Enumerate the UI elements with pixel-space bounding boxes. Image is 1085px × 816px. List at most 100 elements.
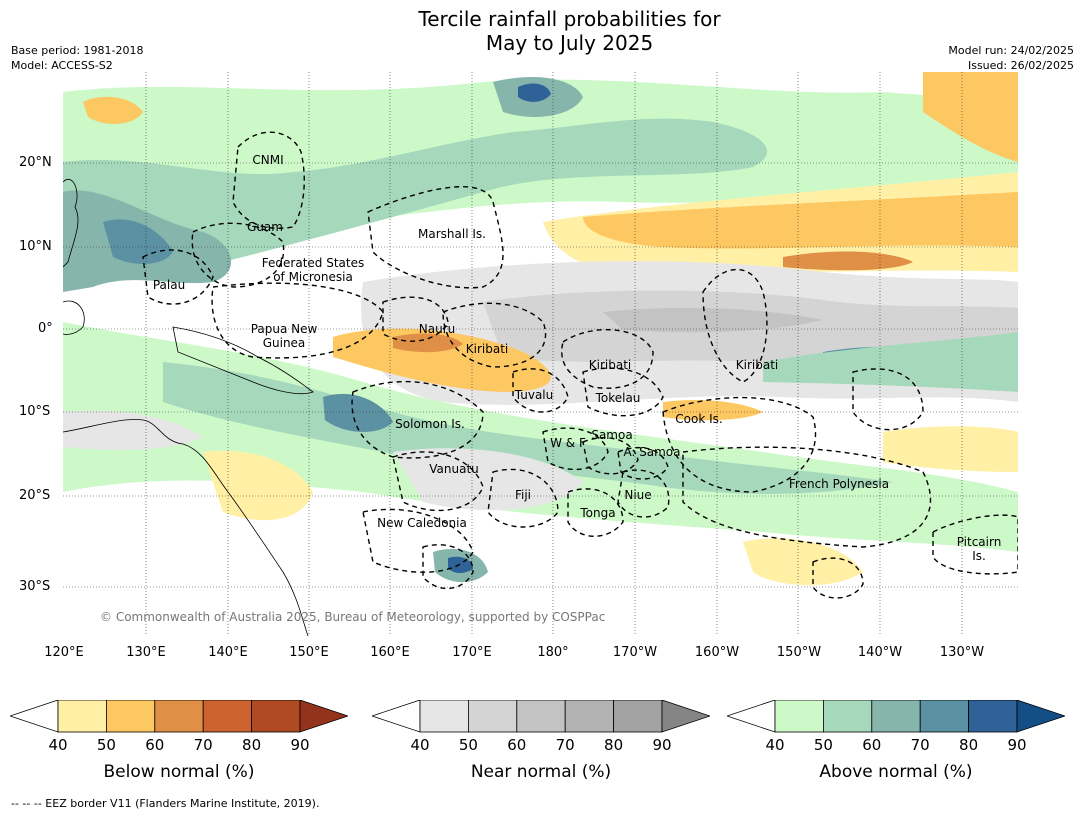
region-label-kiribati-central: Kiribati bbox=[588, 358, 632, 372]
legend-swatch bbox=[968, 699, 1018, 733]
meta-left: Base period: 1981-2018 Model: ACCESS-S2 bbox=[11, 43, 143, 73]
legend-swatch bbox=[919, 699, 969, 733]
below-normal-australia bbox=[203, 450, 313, 521]
above-normal-east-band bbox=[763, 332, 1018, 392]
lon-tick-140e: 140°E bbox=[208, 645, 248, 660]
legend-swatch bbox=[57, 699, 107, 733]
region-label-cook: Cook Is. bbox=[675, 412, 723, 426]
legend-below-normal-label: Below normal (%) bbox=[103, 762, 255, 782]
legend-tick-label: 50 bbox=[96, 736, 116, 754]
legend-tick-label: 60 bbox=[862, 736, 882, 754]
legend-swatch bbox=[613, 699, 663, 733]
region-label-kiribati-west: Kiribati bbox=[465, 342, 509, 356]
issued-date: Issued: 26/02/2025 bbox=[967, 59, 1074, 72]
region-label-wf: W & F bbox=[550, 436, 586, 450]
lon-tick-160w: 160°W bbox=[694, 645, 740, 660]
lon-tick-130e: 130°E bbox=[126, 645, 166, 660]
legend-tick-label: 60 bbox=[145, 736, 165, 754]
above-normal-south-blob-dark bbox=[448, 556, 473, 574]
region-label-new-caledonia: New Caledonia bbox=[377, 516, 467, 530]
lon-tick-170w: 170°W bbox=[612, 645, 658, 660]
lat-tick-20s: 20°S bbox=[19, 488, 51, 503]
region-label-palau: Palau bbox=[152, 278, 186, 292]
legend-above-normal-label: Above normal (%) bbox=[819, 762, 973, 782]
eez-borders bbox=[142, 131, 1018, 599]
lon-tick-150w: 150°W bbox=[776, 645, 822, 660]
legend-swatch bbox=[823, 699, 873, 733]
region-label-niue: Niue bbox=[624, 488, 652, 502]
below-normal-top-right bbox=[923, 72, 1018, 162]
legend-near-normal: 40 50 60 70 80 90 Near normal (%) bbox=[370, 699, 712, 800]
lon-tick-170e: 170°E bbox=[452, 645, 492, 660]
eez-footnote: -- -- -- EEZ border V11 (Flanders Marine… bbox=[11, 797, 320, 810]
below-normal-eq-west bbox=[333, 328, 551, 392]
region-label-cnmi: CNMI bbox=[252, 153, 284, 167]
lon-tick-120e: 120°E bbox=[44, 645, 84, 660]
lat-tick-10s: 10°S bbox=[19, 404, 51, 419]
title-line-1: Tercile rainfall probabilities for bbox=[418, 7, 721, 31]
near-normal-sw-patch bbox=[63, 410, 203, 450]
legend-tick-label: 40 bbox=[48, 736, 68, 754]
near-normal-band-eq-dark bbox=[603, 307, 823, 333]
legend-near-normal-label: Near normal (%) bbox=[470, 762, 612, 782]
below-normal-top-left bbox=[83, 96, 143, 124]
borneo-coast bbox=[63, 300, 85, 335]
legend-swatch bbox=[251, 699, 301, 733]
legend-tick-label: 80 bbox=[959, 736, 979, 754]
lon-tick-140w: 140°W bbox=[857, 645, 903, 660]
map-canvas bbox=[63, 72, 1018, 636]
legend-swatch bbox=[202, 699, 252, 733]
new-guinea-coast bbox=[172, 326, 314, 395]
legend-above-normal: 40 50 60 70 80 90 Above normal (%) bbox=[725, 699, 1067, 800]
legend-extend-high bbox=[1016, 699, 1067, 733]
region-label-kiribati-east: Kiribati bbox=[735, 358, 779, 372]
legend-swatch bbox=[106, 699, 156, 733]
region-label-pitcairn: Pitcairn Is. bbox=[956, 535, 1002, 563]
legend-tick-label: 90 bbox=[1007, 736, 1027, 754]
above-normal-solomon bbox=[323, 393, 393, 432]
model-run: Model run: 24/02/2025 bbox=[948, 44, 1074, 57]
region-label-guam: Guam bbox=[247, 220, 283, 234]
legend-tick-label: 90 bbox=[652, 736, 672, 754]
legend-extend-high bbox=[299, 699, 350, 733]
below-normal-cook bbox=[663, 400, 763, 421]
legend-extend-low bbox=[725, 699, 776, 733]
below-normal-eq-west-dark bbox=[393, 333, 463, 353]
region-label-french-polynesia: French Polynesia bbox=[788, 477, 890, 491]
legend-tick-label: 70 bbox=[193, 736, 213, 754]
below-normal-se-patch bbox=[883, 426, 1018, 472]
legend-swatch bbox=[564, 699, 614, 733]
legend-tick-label: 90 bbox=[290, 736, 310, 754]
above-normal-mid-north bbox=[63, 118, 768, 283]
legend-tick-label: 70 bbox=[555, 736, 575, 754]
model-name: Model: ACCESS-S2 bbox=[11, 59, 113, 72]
lat-tick-20n: 20°N bbox=[19, 155, 52, 170]
region-label-asamoa: A. Samoa bbox=[623, 445, 681, 459]
region-label-png: Papua New Guinea bbox=[250, 322, 318, 350]
legend-swatch bbox=[774, 699, 824, 733]
region-label-tonga: Tonga bbox=[580, 506, 616, 520]
copyright-notice: © Commonwealth of Australia 2025, Bureau… bbox=[100, 610, 606, 624]
legend-below-normal: 40 50 60 70 80 90 Below normal (%) bbox=[8, 699, 350, 800]
below-normal-band-ne-dark bbox=[783, 251, 913, 271]
below-normal-far-south bbox=[743, 538, 863, 586]
region-label-marshall: Marshall Is. bbox=[418, 227, 486, 241]
region-label-solomon: Solomon Is. bbox=[395, 417, 465, 431]
lat-tick-10n: 10°N bbox=[19, 239, 52, 254]
legend-extend-high bbox=[661, 699, 712, 733]
region-label-vanuatu: Vanuatu bbox=[429, 462, 479, 476]
lat-tick-0: 0° bbox=[38, 321, 53, 336]
legend-tick-label: 60 bbox=[507, 736, 527, 754]
legend-extend-low bbox=[8, 699, 59, 733]
region-label-fiji: Fiji bbox=[514, 488, 532, 502]
region-label-tokelau: Tokelau bbox=[595, 391, 641, 405]
legend-tick-label: 40 bbox=[765, 736, 785, 754]
australia-coast bbox=[63, 419, 309, 636]
meta-right: Model run: 24/02/2025 Issued: 26/02/2025 bbox=[948, 43, 1074, 73]
below-normal-band-ne-mid bbox=[583, 192, 1018, 249]
legend-above-normal-bar bbox=[725, 699, 1067, 733]
legend-tick-label: 80 bbox=[604, 736, 624, 754]
legend-below-normal-bar bbox=[8, 699, 350, 733]
region-label-samoa: Samoa bbox=[591, 428, 633, 442]
lon-tick-130w: 130°W bbox=[939, 645, 985, 660]
